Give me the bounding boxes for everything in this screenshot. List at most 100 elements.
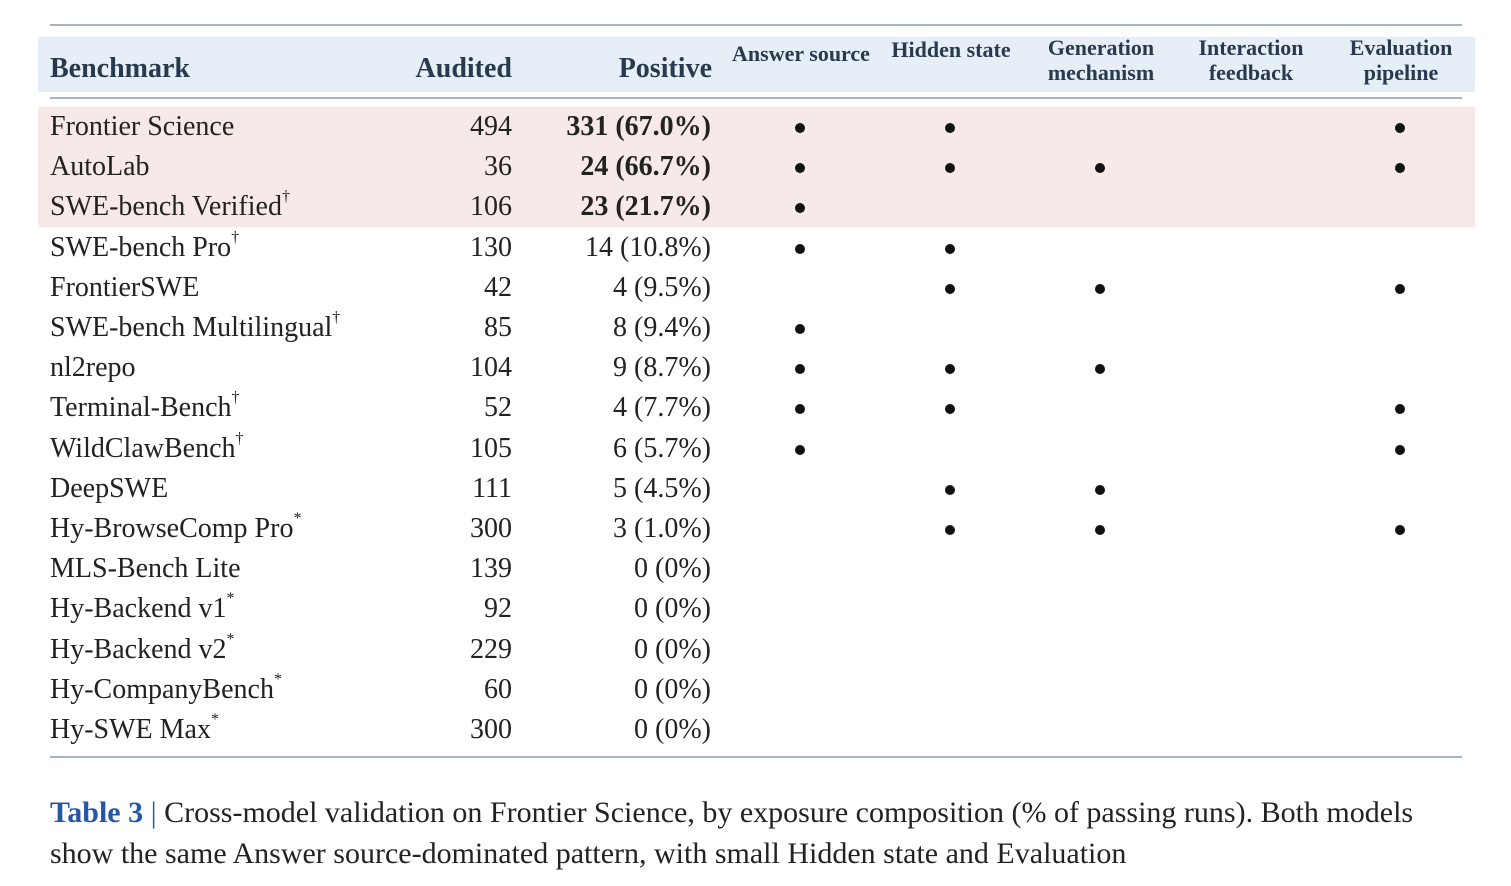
- hidden-dot: [945, 364, 955, 374]
- evaluation-dot: [1395, 525, 1405, 535]
- benchmark-name-text: SWE-bench Verified: [50, 191, 282, 222]
- highlight-row-bg: [38, 107, 1475, 147]
- hidden-dot: [945, 163, 955, 173]
- benchmark-name: DeepSWE: [50, 469, 168, 509]
- footnote-mark: *: [226, 631, 235, 648]
- header-interaction-feedback: Interaction feedback: [1198, 35, 1304, 85]
- benchmark-name-text: SWE-bench Multilingual: [50, 312, 333, 343]
- evaluation-dot: [1395, 284, 1405, 294]
- header-generation-mechanism: Generation mechanism: [1047, 35, 1155, 85]
- audited-value: 106: [470, 191, 512, 222]
- footnote-mark: †: [231, 229, 240, 246]
- audited-value: 104: [470, 352, 512, 383]
- positive-value: 0 (0%): [634, 714, 711, 745]
- benchmark-name: nl2repo: [50, 348, 136, 388]
- positive-value: 6 (5.7%): [613, 433, 711, 464]
- header-audited: Audited: [415, 53, 512, 84]
- evaluation-dot: [1395, 445, 1405, 455]
- benchmark-name: FrontierSWE: [50, 268, 199, 308]
- benchmark-name-text: Terminal-Bench: [50, 392, 232, 423]
- benchmark-name-text: Hy-SWE Max: [50, 714, 211, 745]
- footnote-mark: *: [293, 510, 302, 527]
- caption-label: Table 3: [50, 796, 144, 829]
- footnote-mark: *: [210, 711, 219, 728]
- audited-value: 300: [470, 714, 512, 745]
- benchmark-name-text: FrontierSWE: [50, 272, 200, 303]
- audited-value: 494: [470, 111, 512, 142]
- benchmark-name-text: SWE-bench Pro: [50, 232, 232, 263]
- benchmark-name-text: DeepSWE: [50, 473, 169, 504]
- audited-value: 105: [470, 433, 512, 464]
- positive-value: 5 (4.5%): [613, 473, 711, 504]
- benchmark-name-text: WildClawBench: [50, 433, 236, 464]
- benchmark-name-text: Hy-CompanyBench: [50, 674, 274, 705]
- benchmark-name: WildClawBench†: [50, 429, 244, 469]
- positive-value: 23 (21.7%): [580, 191, 711, 222]
- benchmark-name: Terminal-Bench†: [50, 388, 240, 428]
- footnote-mark: †: [281, 188, 290, 205]
- answer-dot: [795, 324, 805, 334]
- hidden-dot: [945, 123, 955, 133]
- evaluation-dot: [1395, 163, 1405, 173]
- audited-value: 92: [484, 593, 512, 624]
- hidden-dot: [945, 525, 955, 535]
- answer-dot: [795, 163, 805, 173]
- positive-value: 0 (0%): [634, 553, 711, 584]
- highlight-row-bg: [38, 187, 1475, 227]
- header-benchmark: Benchmark: [50, 53, 190, 84]
- footnote-mark: †: [332, 309, 341, 326]
- benchmark-name: Hy-SWE Max*: [50, 710, 219, 750]
- benchmark-name: Hy-Backend v1*: [50, 589, 235, 629]
- positive-value: 24 (66.7%): [580, 151, 711, 182]
- benchmark-name: Hy-CompanyBench*: [50, 670, 282, 710]
- audited-value: 52: [484, 392, 512, 423]
- audited-value: 111: [472, 473, 512, 504]
- answer-dot: [795, 203, 805, 213]
- positive-value: 0 (0%): [634, 634, 711, 665]
- benchmark-name-text: Hy-Backend v1: [50, 593, 227, 624]
- top-rule: [50, 24, 1462, 26]
- positive-value: 4 (7.7%): [613, 392, 711, 423]
- benchmark-name: SWE-bench Multilingual†: [50, 308, 340, 348]
- header-evaluation-pipeline: Evaluation pipeline: [1349, 35, 1453, 85]
- answer-dot: [795, 123, 805, 133]
- benchmark-name: SWE-bench Pro†: [50, 228, 239, 268]
- benchmark-name-text: Hy-Backend v2: [50, 634, 227, 665]
- answer-dot: [795, 404, 805, 414]
- positive-value: 3 (1.0%): [613, 513, 711, 544]
- audited-value: 300: [470, 513, 512, 544]
- highlight-row-bg: [38, 147, 1475, 187]
- evaluation-dot: [1395, 404, 1405, 414]
- benchmark-name-text: Hy-BrowseComp Pro: [50, 513, 294, 544]
- audited-value: 60: [484, 674, 512, 705]
- footnote-mark: *: [226, 590, 235, 607]
- header-background: [38, 37, 1475, 92]
- benchmark-name: SWE-bench Verified†: [50, 187, 290, 227]
- positive-value: 0 (0%): [634, 593, 711, 624]
- table-caption: Table 3 | Cross-model validation on Fron…: [50, 792, 1475, 874]
- benchmark-name-text: MLS-Bench Lite: [50, 553, 241, 584]
- benchmark-name: Hy-Backend v2*: [50, 630, 235, 670]
- positive-value: 9 (8.7%): [613, 352, 711, 383]
- answer-dot: [795, 244, 805, 254]
- audited-value: 42: [484, 272, 512, 303]
- benchmark-name-text: AutoLab: [50, 151, 150, 182]
- positive-value: 14 (10.8%): [585, 232, 711, 263]
- generation-dot: [1095, 485, 1105, 495]
- header-hidden-state: Hidden state: [891, 37, 1011, 62]
- benchmark-name: MLS-Bench Lite: [50, 549, 241, 589]
- hidden-dot: [945, 404, 955, 414]
- generation-dot: [1095, 525, 1105, 535]
- footnote-mark: †: [231, 389, 240, 406]
- hidden-dot: [945, 485, 955, 495]
- header-answer-source: Answer source: [732, 41, 870, 66]
- positive-value: 8 (9.4%): [613, 312, 711, 343]
- generation-dot: [1095, 284, 1105, 294]
- header-rule: [50, 97, 1462, 99]
- audited-value: 36: [484, 151, 512, 182]
- caption-separator: |: [150, 796, 157, 829]
- header-positive: Positive: [618, 53, 712, 84]
- footnote-mark: *: [273, 671, 282, 688]
- positive-value: 4 (9.5%): [613, 272, 711, 303]
- benchmark-name-text: Frontier Science: [50, 111, 235, 142]
